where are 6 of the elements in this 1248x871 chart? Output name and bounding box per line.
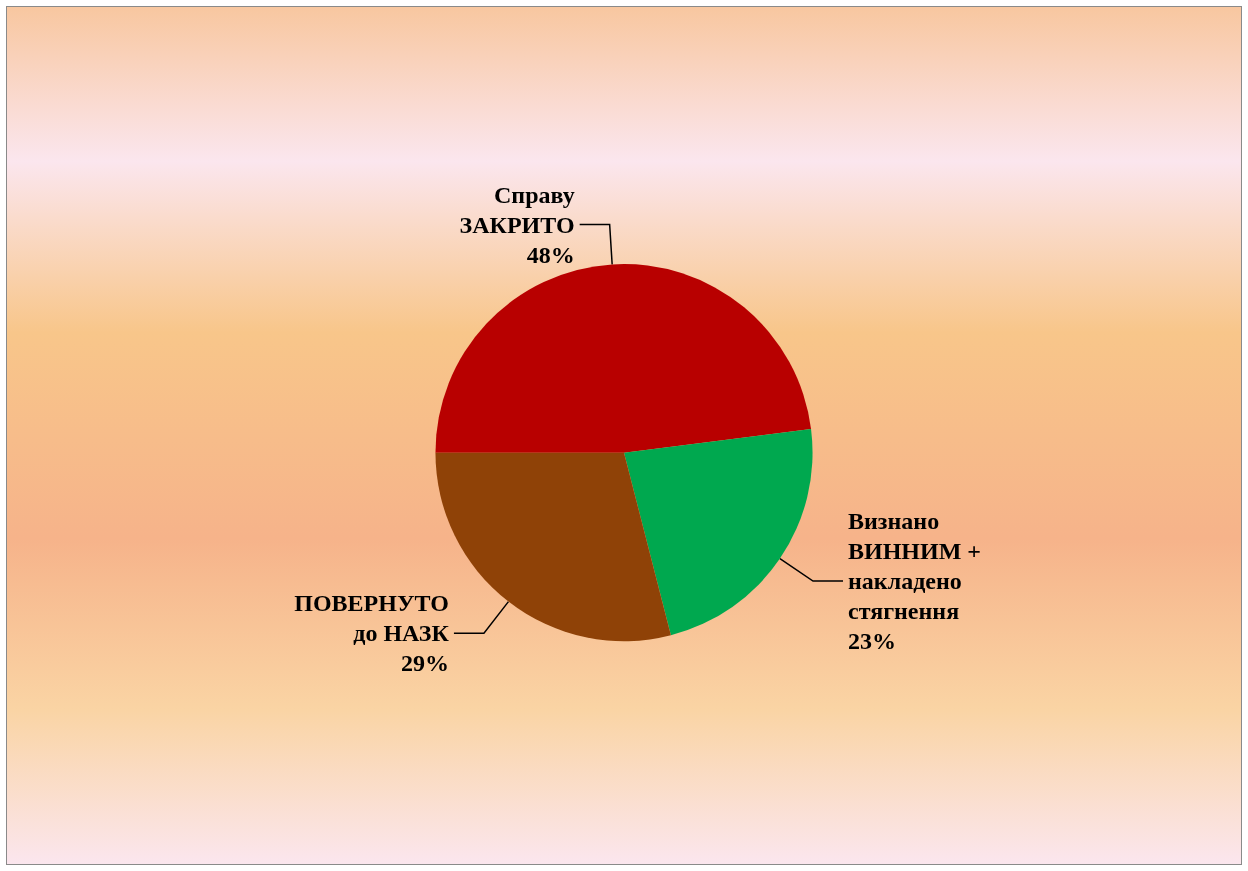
slice-label: Справу ЗАКРИТО (459, 181, 575, 238)
data-label: 48% (526, 241, 575, 268)
data-label: 23% (848, 628, 897, 655)
data-label: 29% (400, 650, 449, 677)
slice-label: Визнано ВИННИМ + накладено стягнення (848, 508, 982, 625)
slice-label: ПОВЕРНУТО до НАЗК (294, 590, 450, 647)
